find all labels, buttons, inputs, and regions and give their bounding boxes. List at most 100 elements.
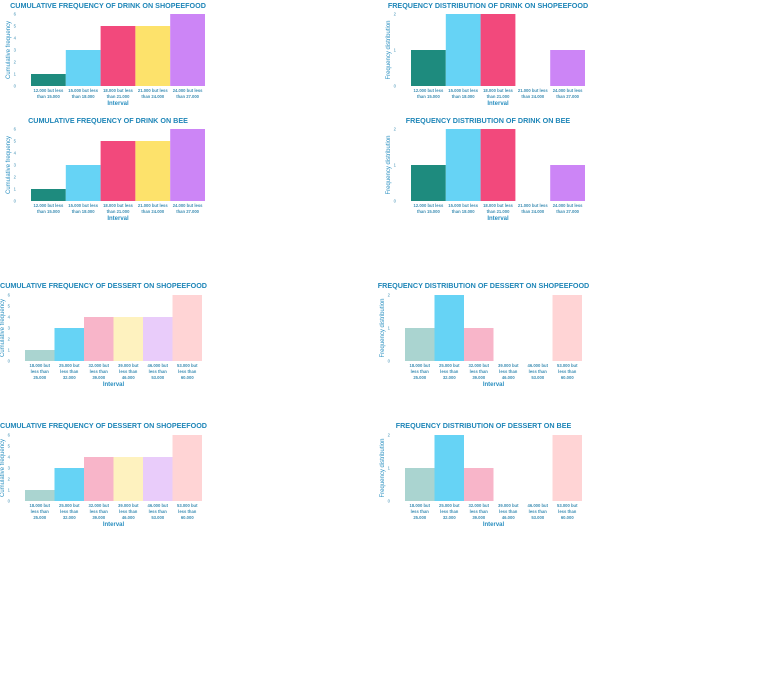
chart-svg: CUMULATIVE FREQUENCY OF DESSERT ON SHOPE… xyxy=(0,421,207,528)
x-tick-label: than 21.000 xyxy=(487,209,510,214)
x-tick-label: 32.000 xyxy=(443,375,456,380)
x-tick-label: less than xyxy=(499,369,518,374)
x-tick-label: 32.000 but xyxy=(469,503,490,508)
x-tick-label: than 24.000 xyxy=(521,209,544,214)
x-tick-label: 46.000 xyxy=(122,515,135,520)
chart-svg: CUMULATIVE FREQUENCY OF DRINK ON SHOPEEF… xyxy=(6,1,206,107)
x-tick-label: than 18.000 xyxy=(72,94,95,99)
y-tick-label: 4 xyxy=(14,151,17,156)
x-tick-label: 53.000 but xyxy=(177,503,198,508)
x-tick-label: less than xyxy=(60,369,79,374)
x-tick-label: 12.000 but less xyxy=(414,88,444,93)
x-tick-label: less than xyxy=(499,509,518,514)
x-tick-label: less than xyxy=(178,509,197,514)
y-tick-label: 6 xyxy=(8,433,11,438)
x-tick-label: 24.000 but less xyxy=(553,88,583,93)
x-tick-label: 53.000 but xyxy=(557,363,578,368)
y-tick-label: 1 xyxy=(14,187,17,192)
x-axis-label: Interval xyxy=(103,522,125,528)
x-tick-label: 39.000 xyxy=(472,375,485,380)
bar xyxy=(65,50,101,86)
x-tick-label: than 18.000 xyxy=(72,209,95,214)
y-tick-label: 1 xyxy=(8,488,11,493)
x-tick-label: less than xyxy=(119,509,138,514)
x-tick-label: 12.000 but less xyxy=(34,88,64,93)
x-tick-label: less than xyxy=(60,509,79,514)
bar xyxy=(445,129,481,201)
y-tick-label: 5 xyxy=(8,444,11,449)
x-tick-label: 32.000 but xyxy=(89,363,110,368)
x-tick-label: less than xyxy=(31,509,50,514)
y-tick-label: 0 xyxy=(14,199,17,204)
x-tick-label: 25.000 but xyxy=(59,363,80,368)
y-tick-label: 1 xyxy=(394,48,397,53)
y-tick-label: 0 xyxy=(14,84,17,89)
chart-svg: FREQUENCY DISTRIBUTION OF DESSERT ON BEE… xyxy=(380,421,582,528)
x-tick-label: 25.000 xyxy=(33,375,46,380)
y-tick-label: 0 xyxy=(388,359,391,364)
x-axis-label: Interval xyxy=(107,216,129,222)
bar xyxy=(135,141,171,201)
x-tick-label: 32.000 but xyxy=(469,363,490,368)
chart-dessert-shopeefood-frequency: FREQUENCY DISTRIBUTION OF DESSERT ON SHO… xyxy=(378,280,620,390)
bar xyxy=(143,457,173,501)
y-tick-label: 1 xyxy=(394,163,397,168)
x-tick-label: 18.000 but less xyxy=(103,88,133,93)
x-tick-label: less than xyxy=(90,509,109,514)
chart-dessert-bee-frequency: FREQUENCY DISTRIBUTION OF DESSERT ON BEE… xyxy=(380,420,620,530)
x-tick-label: 24.000 but less xyxy=(553,203,583,208)
x-axis-label: Interval xyxy=(487,216,509,222)
x-tick-label: 32.000 but xyxy=(89,503,110,508)
x-tick-label: 46.000 but xyxy=(528,363,549,368)
x-tick-label: 18.000 but less xyxy=(483,88,513,93)
y-axis-label: Cumulative frequency xyxy=(0,299,6,357)
y-tick-label: 0 xyxy=(394,199,397,204)
x-tick-label: less than xyxy=(149,369,168,374)
bar xyxy=(172,295,202,361)
x-tick-label: 46.000 but xyxy=(148,503,169,508)
x-tick-label: less than xyxy=(440,369,459,374)
y-tick-label: 1 xyxy=(388,326,391,331)
x-tick-label: 39.000 xyxy=(92,515,105,520)
bar xyxy=(170,14,205,86)
chart-drink-bee-cumulative: CUMULATIVE FREQUENCY OF DRINK ON BEE 0 1 2 3… xyxy=(0,115,240,225)
x-tick-label: 15.000 but less xyxy=(448,203,478,208)
x-tick-label: less than xyxy=(470,369,489,374)
y-tick-label: 1 xyxy=(388,466,391,471)
bar xyxy=(550,165,585,201)
x-tick-label: less than xyxy=(411,509,430,514)
y-tick-label: 6 xyxy=(8,293,11,298)
x-axis-label: Interval xyxy=(487,101,509,107)
y-tick-label: 2 xyxy=(388,433,391,438)
x-tick-label: 39.000 but xyxy=(118,503,139,508)
x-tick-label: 18.000 but xyxy=(410,363,431,368)
chart-title: CUMULATIVE FREQUENCY OF DESSERT ON SHOPE… xyxy=(0,281,207,290)
x-tick-label: less than xyxy=(149,509,168,514)
y-tick-label: 2 xyxy=(8,337,11,342)
x-tick-label: 39.000 xyxy=(92,375,105,380)
chart-title: CUMULATIVE FREQUENCY OF DRINK ON BEE xyxy=(28,116,188,125)
bar xyxy=(480,14,516,86)
x-tick-label: 18.000 but less xyxy=(483,203,513,208)
bar xyxy=(143,317,173,361)
x-tick-label: 46.000 xyxy=(502,375,515,380)
x-tick-label: 32.000 xyxy=(63,375,76,380)
chart-svg: FREQUENCY DISTRIBUTION OF DRINK ON BEE 0 1… xyxy=(386,116,585,222)
x-tick-label: 53.000 xyxy=(531,515,544,520)
bar xyxy=(84,457,114,501)
bar xyxy=(464,328,494,361)
x-tick-label: 25.000 but xyxy=(439,503,460,508)
bar xyxy=(170,129,205,201)
y-tick-label: 0 xyxy=(8,499,11,504)
x-tick-label: 60.000 xyxy=(561,515,574,520)
x-tick-label: 15.000 but less xyxy=(68,203,98,208)
bar xyxy=(550,50,585,86)
bar xyxy=(135,26,171,86)
x-tick-label: 60.000 xyxy=(561,375,574,380)
x-tick-label: less than xyxy=(178,369,197,374)
x-axis-label: Interval xyxy=(103,382,125,388)
x-tick-label: less than xyxy=(119,369,138,374)
x-tick-label: 53.000 but xyxy=(557,503,578,508)
bar xyxy=(84,317,114,361)
chart-svg: CUMULATIVE FREQUENCY OF DESSERT ON SHOPE… xyxy=(0,281,207,388)
